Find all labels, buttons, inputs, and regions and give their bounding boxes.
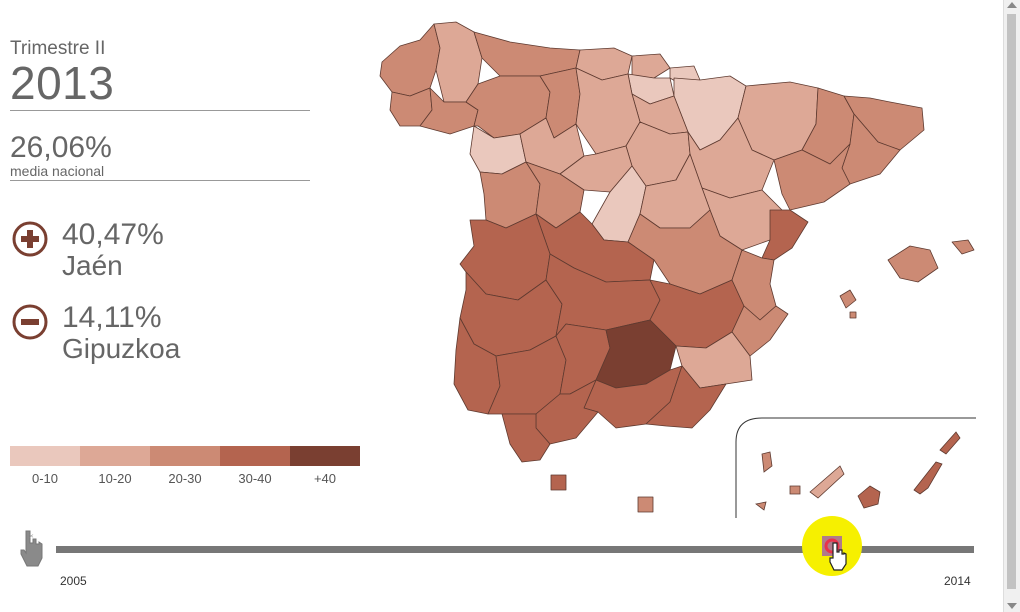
scroll-thumb[interactable] [1007, 14, 1016, 589]
province-bizkaia[interactable] [631, 53, 671, 79]
province-castellon[interactable] [761, 209, 809, 261]
legend-label: 20-30 [168, 471, 202, 486]
national-average-label: media nacional [10, 163, 105, 179]
province-canarias-tenerife[interactable] [809, 465, 845, 499]
timeline-start-label: 2005 [60, 574, 87, 588]
plus-circle-icon [12, 221, 48, 257]
divider [10, 110, 310, 111]
timeline-slider-handle[interactable] [801, 516, 862, 580]
timeline-end-label: 2014 [944, 574, 971, 588]
color-legend: 0-10 10-20 20-30 30-40 +40 [10, 446, 360, 486]
legend-item: +40 [290, 446, 360, 486]
province-canarias-el-hierro[interactable] [755, 501, 767, 511]
legend-item: 20-30 [150, 446, 220, 486]
vertical-scrollbar[interactable] [1003, 0, 1020, 612]
city-melilla[interactable] [637, 496, 654, 513]
province-baleares-mallorca[interactable] [887, 245, 939, 283]
info-panel: Trimestre II 2013 26,06% media nacional [10, 38, 310, 181]
scroll-up-arrow-icon[interactable] [1007, 2, 1017, 8]
divider [10, 180, 310, 181]
province-baleares-menorca[interactable] [951, 239, 975, 255]
max-stat: 40,47% Jaén [12, 219, 164, 281]
province-tarragona[interactable] [773, 143, 851, 211]
legend-item: 10-20 [80, 446, 150, 486]
min-value: 14,11% [62, 301, 162, 334]
max-value: 40,47% [62, 218, 164, 251]
minus-circle-icon [12, 304, 48, 340]
timeline-track[interactable] [56, 546, 974, 553]
province-baleares-formentera[interactable] [849, 311, 857, 319]
province-canarias-lanzarote[interactable] [939, 431, 961, 455]
province-a-coruna[interactable] [379, 23, 441, 97]
legend-label: 0-10 [31, 471, 59, 486]
canary-inset-frame [735, 417, 976, 518]
scroll-down-arrow-icon[interactable] [1007, 603, 1017, 609]
legend-swatch [220, 446, 290, 466]
legend-swatch [150, 446, 220, 466]
province-canarias-fuerteventura[interactable] [913, 461, 943, 495]
legend-label: 10-20 [98, 471, 132, 486]
spain-choropleth-map [379, 21, 976, 518]
legend-swatch [80, 446, 150, 466]
legend-label: +40 [313, 471, 337, 486]
province-canarias-gran-canaria[interactable] [857, 485, 881, 509]
province-asturias[interactable] [473, 31, 581, 77]
hand-pointer-icon[interactable]: ✕ [16, 528, 46, 568]
legend-item: 0-10 [10, 446, 80, 486]
national-average-value: 26,06% [10, 131, 112, 164]
svg-text:✕: ✕ [29, 534, 34, 540]
province-almeria[interactable] [645, 365, 727, 429]
min-province: Gipuzkoa [62, 333, 181, 364]
province-canarias-la-palma[interactable] [761, 451, 773, 473]
legend-swatch [290, 446, 360, 466]
quarter-label: Trimestre II [10, 38, 106, 59]
timeline: ✕ 2005 2014 [0, 516, 1020, 612]
max-province: Jaén [62, 250, 123, 281]
city-ceuta[interactable] [550, 474, 567, 491]
legend-swatch [10, 446, 80, 466]
min-stat: 14,11% Gipuzkoa [12, 302, 180, 364]
legend-item: 30-40 [220, 446, 290, 486]
province-canarias-la-gomera[interactable] [789, 485, 801, 495]
legend-label: 30-40 [238, 471, 272, 486]
province-segovia[interactable] [559, 145, 633, 193]
province-cadiz[interactable] [501, 413, 551, 463]
year-label: 2013 [10, 57, 115, 109]
province-baleares-ibiza[interactable] [839, 289, 857, 309]
